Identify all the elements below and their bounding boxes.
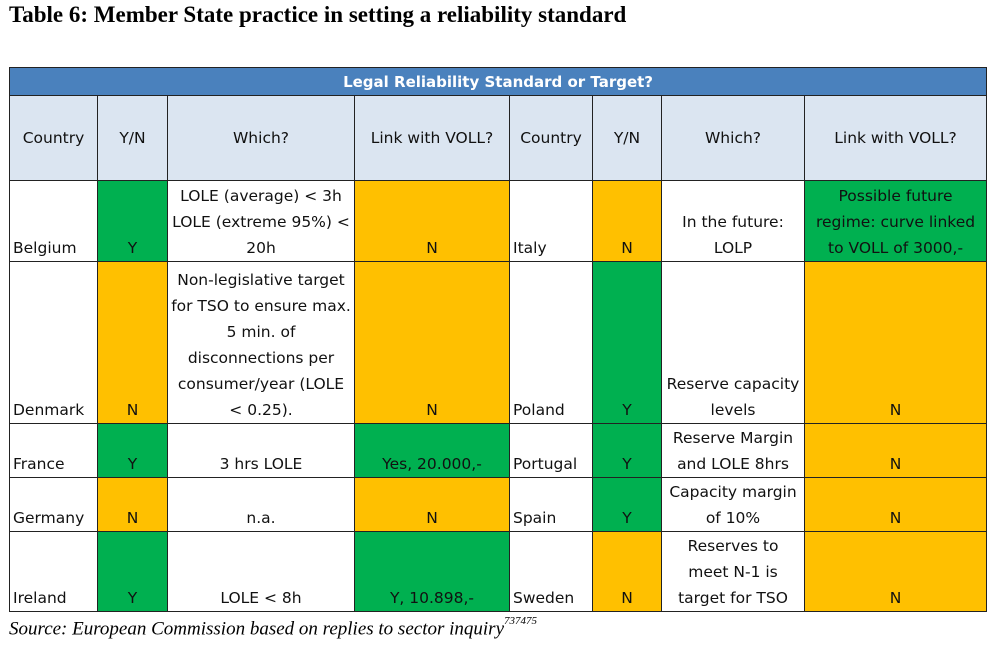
country-cell: Portugal [509,423,593,478]
which-cell: In the future: LOLP [661,180,805,262]
which-cell: Non-legislative target for TSO to ensure… [167,261,355,424]
table-row: Germany N n.a. N Spain Y Capacity margin… [9,477,988,532]
which-cell: 3 hrs LOLE [167,423,355,478]
yn-cell: N [592,531,662,612]
yn-cell: N [97,261,168,424]
voll-cell: N [803,477,988,532]
yn-cell: N [592,180,662,262]
table-row: Denmark N Non-legislative target for TSO… [9,261,988,424]
source-text: Source: European Commission based on rep… [9,618,505,640]
which-cell: Reserves to meet N-1 is target for TSO [661,531,805,612]
voll-cell: N [803,531,988,612]
which-cell: Capacity margin of 10% [661,477,805,532]
table-row: Belgium Y LOLE (average) < 3h LOLE (extr… [9,180,988,262]
column-header: Which? [661,95,805,181]
column-header: Which? [167,95,355,181]
voll-cell: N [354,180,510,262]
column-header: Country [9,95,98,181]
which-cell: Reserve capacity levels [661,261,805,424]
column-header: Country [509,95,593,181]
country-cell: Ireland [9,531,98,612]
yn-cell: Y [592,477,662,532]
yn-cell: Y [97,180,168,262]
country-cell: Italy [509,180,593,262]
voll-cell: N [354,477,510,532]
voll-cell: Yes, 20.000,- [354,423,510,478]
table-row: Ireland Y LOLE < 8h Y, 10.898,- Sweden N… [9,531,988,612]
table-banner: Legal Reliability Standard or Target? [8,67,988,96]
footnote-ref: 737475 [504,615,538,627]
country-cell: France [9,423,98,478]
column-header: Link with VOLL? [354,95,510,181]
yn-cell: Y [592,261,662,424]
column-header: Link with VOLL? [803,95,988,181]
which-cell: Reserve Margin and LOLE 8hrs [661,423,805,478]
which-cell: LOLE < 8h [167,531,355,612]
country-cell: Germany [9,477,98,532]
which-cell: n.a. [167,477,355,532]
country-cell: Spain [509,477,593,532]
yn-cell: Y [97,531,168,612]
voll-cell: N [354,261,510,424]
voll-cell: N [803,423,988,478]
yn-cell: N [97,477,168,532]
column-header: Y/N [592,95,662,181]
country-cell: Sweden [509,531,593,612]
country-cell: Belgium [9,180,98,262]
country-cell: Denmark [9,261,98,424]
column-header: Y/N [97,95,168,181]
voll-cell: Possible future regime: curve linked to … [803,180,988,262]
country-cell: Poland [509,261,593,424]
which-cell: LOLE (average) < 3h LOLE (extreme 95%) <… [167,180,355,262]
voll-cell: Y, 10.898,- [354,531,510,612]
table-title: Table 6: Member State practice in settin… [9,2,627,27]
yn-cell: Y [592,423,662,478]
table-row: France Y 3 hrs LOLE Yes, 20.000,- Portug… [9,423,988,478]
source-note: Source: European Commission based on rep… [9,615,538,640]
voll-cell: N [803,261,988,424]
reliability-standard-table: Legal Reliability Standard or Target? Co… [8,67,988,612]
yn-cell: Y [97,423,168,478]
